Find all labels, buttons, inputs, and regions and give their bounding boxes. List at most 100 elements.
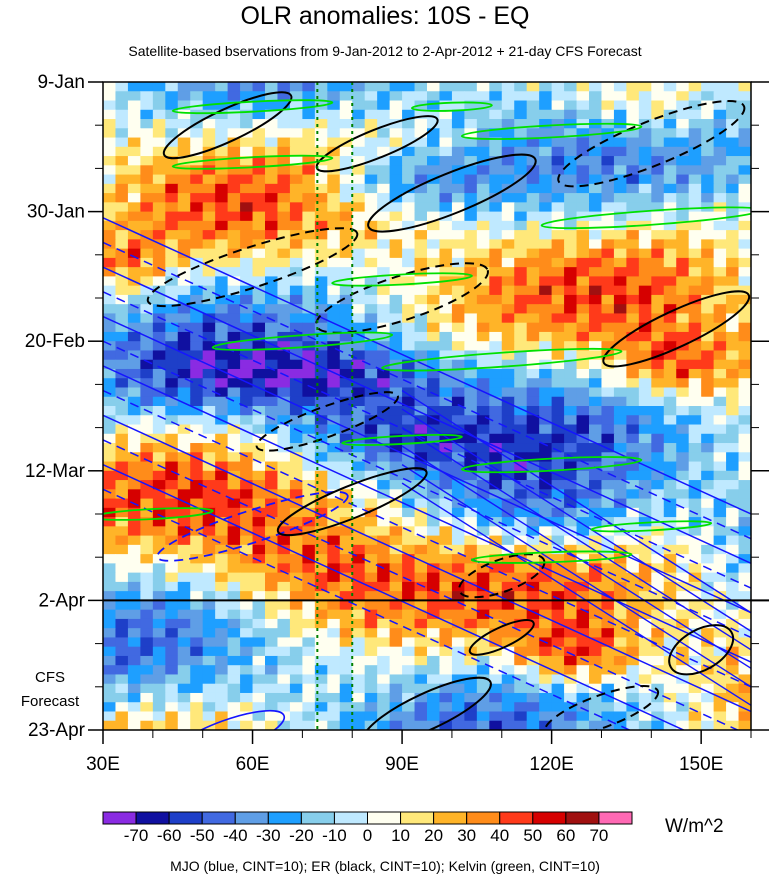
heat-cell <box>626 378 640 389</box>
heat-cell <box>389 100 403 111</box>
heat-cell <box>713 452 727 463</box>
heat-cell <box>613 683 627 694</box>
heat-cell <box>589 313 603 324</box>
kelvin-contour <box>341 433 463 446</box>
heat-cell <box>476 702 490 713</box>
heat-cell <box>265 82 279 92</box>
heat-cell <box>314 480 328 490</box>
heat-cell <box>688 452 702 463</box>
heat-cell <box>651 406 665 416</box>
heat-cell <box>314 174 328 185</box>
heat-cell <box>364 378 378 389</box>
heat-cell <box>377 609 391 620</box>
heat-cell <box>140 433 154 444</box>
heat-cell <box>364 285 378 296</box>
heat-cell <box>352 387 366 398</box>
heat-cell <box>638 720 652 730</box>
heat-cell <box>165 193 179 203</box>
heat-cell <box>140 452 154 463</box>
heat-cell <box>638 692 652 703</box>
heat-cell <box>663 600 677 611</box>
heat-cell <box>339 674 353 685</box>
heat-cell <box>489 655 503 666</box>
heat-cell <box>464 109 478 120</box>
heat-cell <box>476 674 490 685</box>
heat-cell <box>464 220 478 231</box>
heat-cell <box>564 304 578 315</box>
heat-cell <box>688 470 702 481</box>
heat-cell <box>364 517 378 527</box>
heat-cell <box>651 322 665 333</box>
heat-cell <box>389 535 403 546</box>
heat-cell <box>103 470 117 481</box>
heat-cell <box>302 535 316 546</box>
heat-cell <box>339 82 353 92</box>
heat-cell <box>526 248 540 259</box>
heat-cell <box>327 581 341 592</box>
heat-cell <box>589 406 603 416</box>
heat-cell <box>177 720 191 730</box>
heat-cell <box>165 470 179 481</box>
heat-cell <box>227 341 241 352</box>
heat-cell <box>339 146 353 157</box>
heat-cell <box>252 443 266 453</box>
heat-cell <box>489 211 503 222</box>
heat-cell <box>514 294 528 305</box>
heat-cell <box>327 720 341 730</box>
heat-cell <box>526 294 540 305</box>
heat-cell <box>651 628 665 639</box>
heat-cell <box>676 535 690 546</box>
heat-cell <box>402 692 416 703</box>
heat-cell <box>663 396 677 407</box>
heat-cell <box>327 526 341 537</box>
heat-cell <box>252 406 266 416</box>
heat-cell <box>377 674 391 685</box>
heat-cell <box>564 193 578 203</box>
heat-cell <box>638 193 652 203</box>
heat-cell <box>177 572 191 583</box>
heat-cell <box>339 128 353 139</box>
heat-cell <box>414 609 428 620</box>
heat-cell <box>402 304 416 315</box>
heat-cell <box>240 230 254 240</box>
heat-cell <box>103 248 117 259</box>
heat-cell <box>227 600 241 611</box>
heat-cell <box>302 220 316 231</box>
heat-cell <box>564 498 578 509</box>
heat-cell <box>314 628 328 639</box>
heat-cell <box>165 313 179 324</box>
heat-cell <box>202 248 216 259</box>
heat-cell <box>476 424 490 435</box>
heat-cell <box>514 165 528 176</box>
heat-cell <box>601 489 615 500</box>
heat-cell <box>314 239 328 250</box>
heat-cell <box>501 91 515 102</box>
heat-cell <box>127 368 141 379</box>
heat-cell <box>215 424 229 435</box>
heat-cell <box>738 572 751 583</box>
heat-cell <box>676 368 690 379</box>
colorbar-swatch <box>234 811 269 825</box>
heat-cell <box>177 350 191 361</box>
heat-cell <box>738 368 751 379</box>
heat-cell <box>663 211 677 222</box>
heat-cell <box>427 702 441 713</box>
heat-cell <box>638 119 652 129</box>
heat-cell <box>414 655 428 666</box>
heat-cell <box>177 230 191 240</box>
heat-cell <box>701 257 715 268</box>
heat-cell <box>215 470 229 481</box>
plot-frame <box>102 81 752 731</box>
heat-cell <box>713 156 727 166</box>
heat-cell <box>252 433 266 444</box>
heat-cell <box>190 257 204 268</box>
heat-cell <box>476 350 490 361</box>
heat-cell <box>289 637 303 648</box>
heat-cell <box>339 692 353 703</box>
heat-cell <box>551 443 565 453</box>
heat-cell <box>589 692 603 703</box>
heat-cell <box>414 517 428 527</box>
heat-cell <box>364 294 378 305</box>
heat-cell <box>726 359 740 370</box>
mjo-contour-line <box>103 365 751 663</box>
